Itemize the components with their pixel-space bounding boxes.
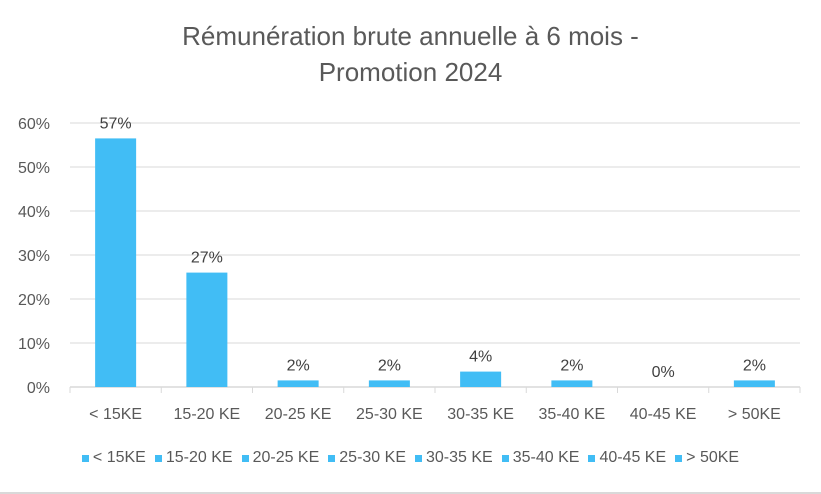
data-label: 57% [100, 115, 132, 132]
title-line-1: Rémunération brute annuelle à 6 mois - [182, 21, 639, 51]
legend-entry: < 15KE [81, 449, 146, 467]
legend-swatch-icon [328, 454, 336, 462]
legend-entry: 30-35 KE [415, 449, 493, 467]
y-tick-label: 60% [18, 116, 50, 133]
data-label: 4% [469, 349, 492, 366]
x-tick-label: 15-20 KE [174, 406, 241, 423]
legend-entry: 15-20 KE [154, 449, 233, 467]
data-label: 2% [743, 357, 766, 374]
legend: < 15KE 15-20 KE 20-25 KE 25-30 KE 30-35 KE 35… [0, 449, 821, 467]
y-tick-label: 0% [27, 380, 50, 397]
legend-swatch-icon [154, 454, 162, 462]
chart-title: Rémunération brute annuelle à 6 mois - P… [0, 18, 821, 90]
bar [460, 371, 502, 387]
legend-label: 20-25 KE [252, 449, 320, 466]
x-tick-label: 40-45 KE [630, 406, 697, 423]
bar [277, 380, 319, 387]
legend-label: 40-45 KE [599, 449, 667, 466]
legend-entry: 25-30 KE [328, 449, 406, 467]
data-label: 2% [287, 357, 310, 374]
data-label: 2% [560, 357, 583, 374]
data-label: 2% [378, 357, 401, 374]
x-tick-label: 20-25 KE [265, 406, 332, 423]
title-line-2: Promotion 2024 [318, 57, 503, 87]
y-tick-label: 40% [18, 204, 50, 221]
legend-swatch-icon [81, 454, 89, 462]
bar [95, 138, 137, 387]
data-label: 0% [652, 364, 675, 381]
y-tick-label: 50% [18, 160, 50, 177]
legend-label: < 15KE [92, 449, 146, 466]
legend-swatch-icon [241, 454, 249, 462]
legend-entry: > 50KE [675, 449, 739, 467]
y-tick-label: 10% [18, 336, 50, 353]
legend-entry: 40-45 KE [588, 449, 666, 467]
x-tick-label: 30-35 KE [447, 406, 514, 423]
legend-entry: 35-40 KE [501, 449, 580, 467]
x-tick-label: < 15KE [89, 406, 142, 423]
bar [186, 272, 228, 387]
data-label: 27% [191, 250, 223, 267]
legend-swatch-icon [415, 454, 422, 462]
legend-label: > 50KE [686, 449, 740, 466]
legend-swatch-icon [588, 454, 596, 462]
bar [733, 380, 775, 387]
bar [551, 380, 593, 387]
legend-label: 35-40 KE [512, 449, 580, 466]
x-tick-label: 25-30 KE [356, 406, 423, 423]
legend-entry: 20-25 KE [241, 449, 320, 467]
x-tick-label: 35-40 KE [539, 406, 606, 423]
legend-swatch-icon [501, 454, 509, 462]
bar [368, 380, 410, 387]
y-tick-label: 30% [18, 248, 50, 265]
legend-swatch-icon [675, 454, 683, 462]
y-tick-label: 20% [18, 292, 50, 309]
legend-label: 25-30 KE [339, 449, 406, 466]
legend-label: 30-35 KE [426, 449, 493, 466]
legend-label: 15-20 KE [165, 449, 233, 466]
x-tick-label: > 50KE [728, 406, 781, 423]
